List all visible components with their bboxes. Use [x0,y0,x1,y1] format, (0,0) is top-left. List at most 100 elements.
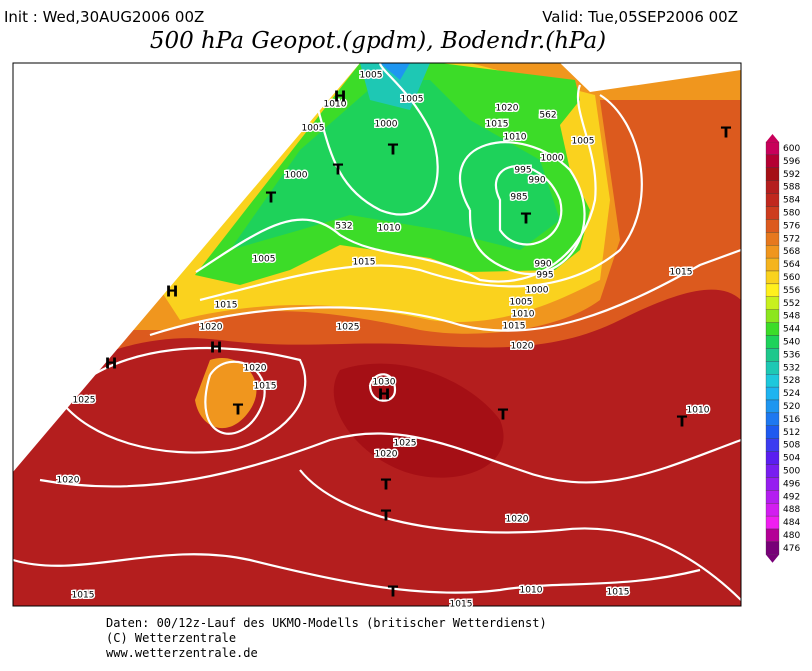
pressure-center: H [105,355,118,373]
isobar-label: 995 [536,271,553,281]
isobar-label: 1015 [486,120,509,130]
map-frame [12,62,742,607]
pressure-center: T [388,583,399,601]
colorbar-tick-label: 548 [783,312,800,322]
colorbar-swatch [765,541,780,555]
isobar-label: 1005 [360,71,383,81]
colorbar-swatch [765,528,780,543]
isobar-label: 1020 [57,476,80,486]
colorbar-swatch [765,374,780,388]
colorbar-tick-label: 520 [783,402,800,412]
isobar-label: 1015 [450,600,473,610]
colorbar-swatch [765,232,780,246]
colorbar-swatch [765,322,780,336]
colorbar-swatch [765,257,780,272]
colorbar-swatch [765,412,780,426]
isobar-label: 990 [534,260,551,270]
isobar-label: 1025 [73,396,96,406]
isobar-label: 1020 [375,450,398,460]
isobar-label: 1015 [607,588,630,598]
colorbar-swatch [765,309,780,323]
isobar [39,432,742,488]
outside-domain [560,63,741,92]
isobar [299,59,439,216]
colorbar-swatch [765,503,780,517]
colorbar-tick-label: 516 [783,415,800,425]
colorbar-swatch [765,490,780,504]
colorbar-tick-label: 592 [783,170,800,180]
colorbar-tick-label: 572 [783,234,800,244]
isobar-label: 1025 [337,323,360,333]
map-title: 500 hPa Geopot.(gpdm), Bodendr.(hPa) [150,28,606,54]
isobar-label: 1015 [670,268,693,278]
pressure-center: H [334,88,347,106]
colorbar-tick-label: 524 [783,389,800,399]
colorbar-tick-label: 500 [783,466,800,476]
isobar-label: 1005 [572,137,595,147]
isobar-label: 1005 [401,95,424,105]
pressure-center: T [388,141,399,159]
colorbar-tick-label: 584 [783,196,800,206]
isobar-label: 1000 [526,286,549,296]
pressure-center: T [721,124,732,142]
init-time: Init : Wed,30AUG2006 00Z [4,8,204,26]
colorbar-swatch [765,180,780,194]
isobar-label: 562 [539,111,556,121]
colorbar-swatch [765,245,780,259]
isobar-label: 1010 [512,310,535,320]
colorbar-tick-label: 532 [783,363,800,373]
colorbar-tick-label: 580 [783,208,800,218]
isobar [368,373,397,402]
field [360,63,430,110]
colorbar-tick-label: 492 [783,492,800,502]
colorbar-swatch [765,219,780,233]
isobar-label: 1000 [375,120,398,130]
isobar-label: 1010 [520,586,543,596]
isobar [59,346,307,454]
isobar-label: 1020 [244,364,267,374]
isobar-label: 1015 [254,382,277,392]
colorbar-swatch [765,515,780,530]
isobar-label: 1025 [394,439,417,449]
pressure-center: T [381,507,392,525]
footer-line: Daten: 00/12z-Lauf des UKMO-Modells (bri… [106,616,547,630]
colorbar-tick-label: 508 [783,441,800,451]
outside-domain [13,63,360,472]
colorbar-tick-label: 576 [783,221,800,231]
isobar-label: 1000 [285,171,308,181]
colorbar-tick-label: 480 [783,531,800,541]
isobar [494,165,563,246]
colorbar-tick-label: 488 [783,505,800,515]
isobar-label: 1005 [253,255,276,265]
isobar-label: 1015 [215,301,238,311]
colorbar-swatch [765,296,780,310]
isobar-label: 1000 [541,154,564,164]
colorbar-tick-label: 552 [783,299,800,309]
colorbar-tick-label: 588 [783,183,800,193]
isobar-label: 1005 [510,298,533,308]
footer-line: www.wetterzentrale.de [106,646,258,660]
colorbar-tick-label: 544 [783,325,800,335]
colorbar-swatch [765,451,780,465]
colorbar-swatch [765,270,780,285]
isobar-label: 995 [514,166,531,176]
pressure-center: T [381,476,392,494]
isobar-label: 1015 [353,258,376,268]
colorbar-swatch [765,348,780,362]
pressure-center: H [210,339,223,357]
isobar [12,553,701,594]
isobar-label: 1030 [373,378,396,388]
isobar [199,94,643,302]
footer-line: (C) Wetterzentrale [106,631,236,645]
colorbar-swatch [765,425,780,439]
isobar [195,84,597,283]
isobar-label: 1010 [324,100,347,110]
isobar-label: 532 [335,222,352,232]
colorbar-tick-label: 596 [783,157,800,167]
pressure-center: T [498,406,509,424]
colorbar-swatch [765,141,780,156]
colorbar-tick-label: 496 [783,479,800,489]
isobar-label: 1010 [687,406,710,416]
colorbar-swatch [765,399,780,414]
